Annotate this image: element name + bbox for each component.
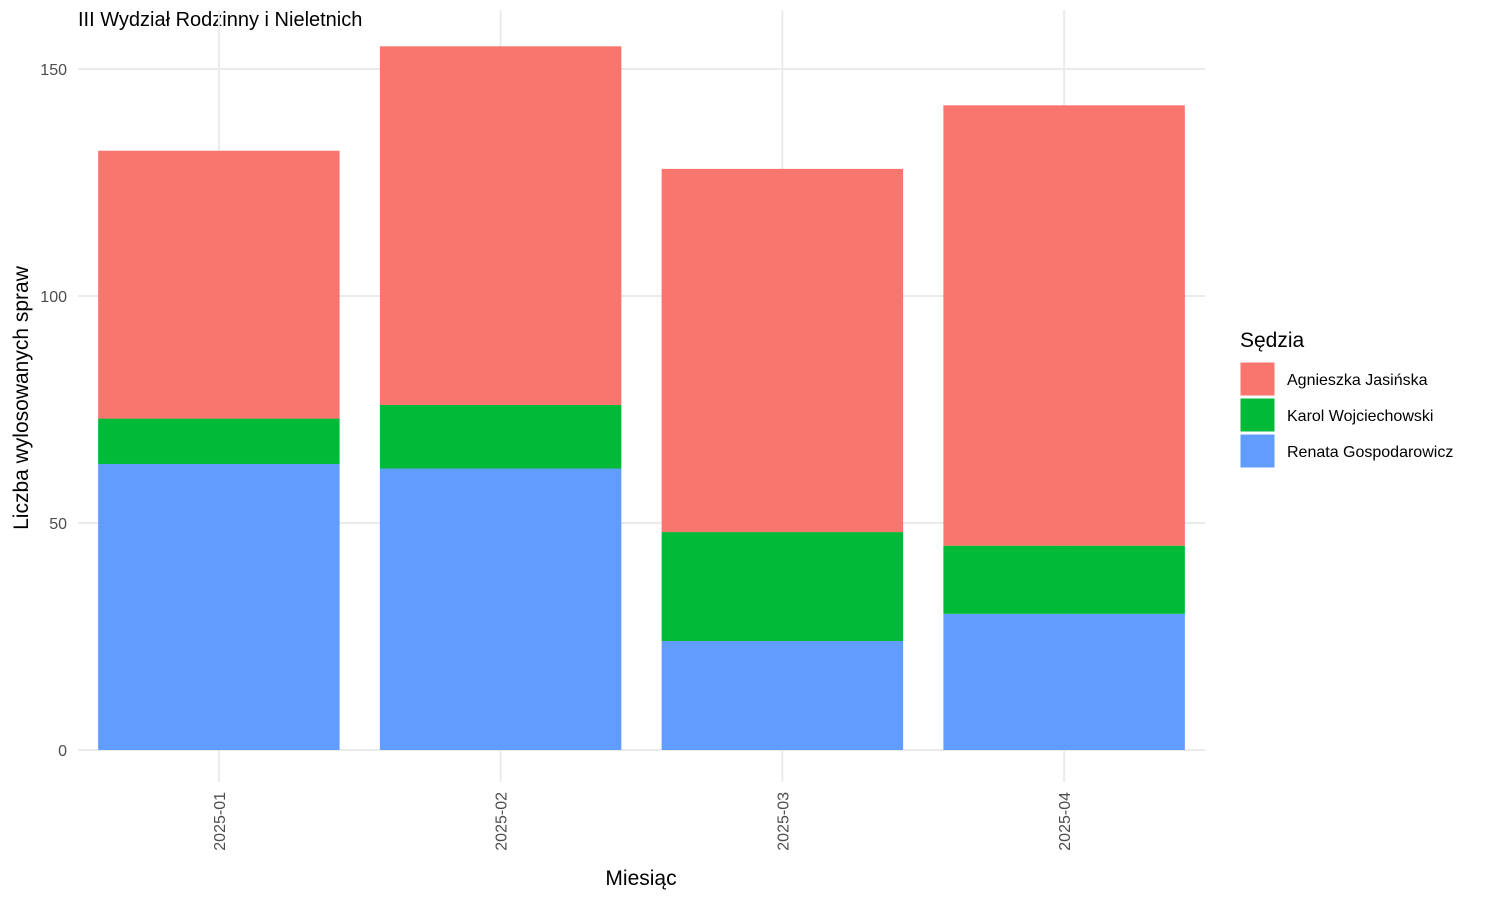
x-tick-label: 2025-03: [775, 792, 792, 851]
bar-segment: [379, 46, 622, 405]
y-axis-ticks: 0 50 100 150: [40, 62, 67, 760]
y-tick-label: 0: [58, 743, 67, 760]
legend-swatch: [1239, 361, 1276, 397]
legend-label: Agnieszka Jasińska: [1287, 372, 1428, 389]
y-axis-title: Liczba wylosowanych spraw: [10, 265, 33, 530]
bar-segment: [661, 641, 904, 750]
legend-swatch: [1239, 397, 1276, 433]
bars: [98, 46, 1185, 750]
x-tick-label: 2025-04: [1057, 792, 1074, 851]
bar-segment: [98, 418, 340, 464]
x-tick-label: 2025-02: [494, 792, 511, 851]
bar-segment: [379, 468, 622, 750]
legend-label: Renata Gospodarowicz: [1287, 444, 1453, 461]
legend-title: Sędzia: [1240, 329, 1305, 352]
y-tick-label: 150: [40, 62, 67, 79]
bar-segment: [661, 532, 904, 642]
legend-swatch: [1239, 433, 1276, 469]
bar-segment: [661, 168, 904, 533]
chart-title: III Wydział Rodzinny i Nieletnich: [78, 9, 362, 31]
bar-segment: [943, 105, 1185, 546]
y-tick-label: 100: [40, 289, 67, 306]
legend-label: Karol Wojciechowski: [1287, 408, 1433, 425]
x-axis-title: Miesiąc: [605, 867, 676, 890]
bar-segment: [943, 545, 1185, 614]
bar-segment: [98, 150, 340, 419]
x-axis-ticks: 2025-01 2025-02 2025-03 2025-04: [212, 792, 1074, 851]
bar-segment: [379, 404, 622, 469]
bar-segment: [98, 463, 340, 750]
legend: Sędzia Agnieszka Jasińska Karol Wojciecho…: [1239, 329, 1453, 469]
bar-segment: [943, 613, 1185, 750]
x-tick-label: 2025-01: [212, 792, 229, 851]
y-tick-label: 50: [49, 516, 67, 533]
